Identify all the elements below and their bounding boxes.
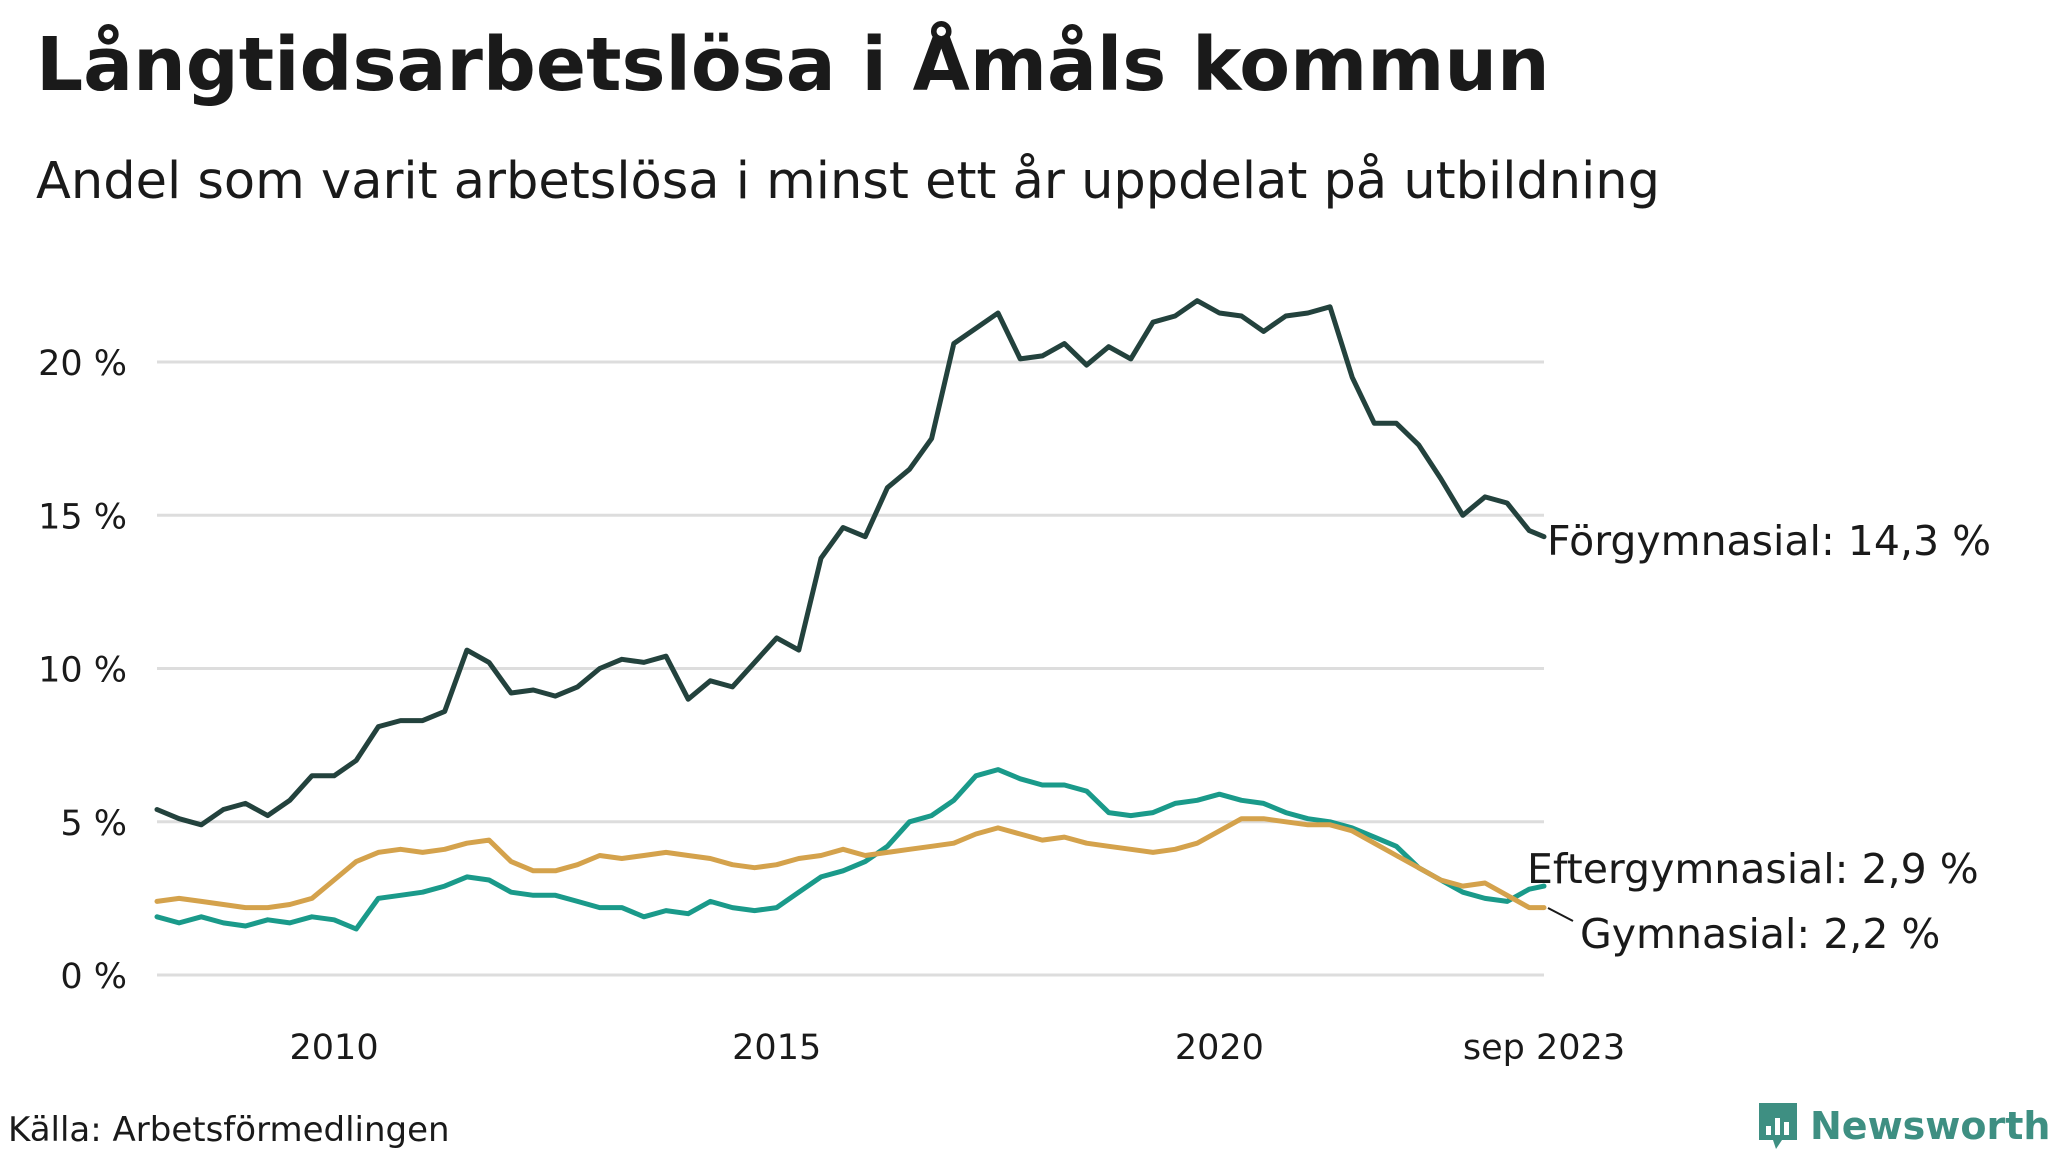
series-line-eftergymnasial [154, 767, 1547, 932]
grid-lines [157, 360, 1544, 977]
brand-logo: Newsworthy [1756, 1100, 2048, 1152]
y-tick-label: 10 % [38, 651, 127, 691]
series-line-gymnasial [154, 816, 1547, 911]
label-connector [1547, 907, 1574, 922]
chart-title: Långtidsarbetslösa i Åmåls kommun [36, 22, 1550, 108]
series-lines [154, 298, 1547, 932]
x-axis-ticks: 2010 2015 2020 sep 2023 [290, 1028, 1626, 1068]
series-labels: Förgymnasial: 14,3 % Eftergymnasial: 2,9 … [1527, 517, 1991, 958]
y-tick-label: 20 % [38, 344, 127, 384]
y-axis-ticks: 0 % 5 % 10 % 15 % 20 % [38, 344, 127, 997]
series-label-gymnasial: Gymnasial: 2,2 % [1580, 910, 1940, 958]
line-chart: 0 %5 %10 %15 %20 % 2010 2015 2020 sep 2023 … [38, 298, 1991, 1068]
x-tick-label: 2010 [290, 1028, 379, 1068]
source-note: Källa: Arbetsförmedlingen [8, 1110, 450, 1150]
x-tick-label: sep 2023 [1463, 1028, 1625, 1068]
chart-subtitle: Andel som varit arbetslösa i minst ett å… [36, 152, 1660, 211]
series-label-eftergymnasial: Eftergymnasial: 2,9 % [1527, 845, 1979, 893]
x-tick-label: 2020 [1175, 1028, 1264, 1068]
newsworthy-logo-icon [1759, 1103, 1797, 1149]
brand-name: Newsworthy [1810, 1104, 2048, 1148]
y-tick-label: 5 % [60, 804, 127, 844]
y-tick-label: 15 % [38, 497, 127, 537]
y-tick-label: 0 % [60, 957, 127, 997]
series-line-forgymnasial [154, 298, 1547, 828]
x-tick-label: 2015 [732, 1028, 821, 1068]
series-label-forgymnasial: Förgymnasial: 14,3 % [1547, 517, 1991, 565]
